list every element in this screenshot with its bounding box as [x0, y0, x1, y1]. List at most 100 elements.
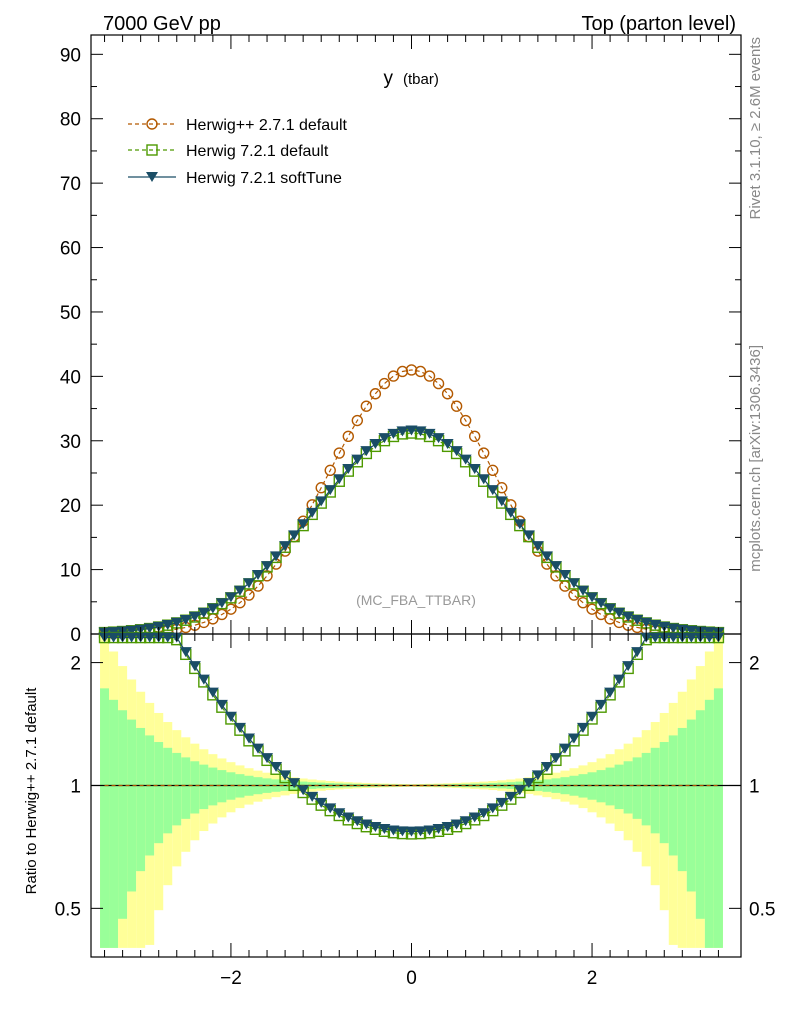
ratio-band-inner [605, 767, 615, 806]
y-tick-label: 90 [60, 45, 81, 66]
ratio-point [558, 743, 571, 754]
side-label-rivet: Rivet 3.1.10, ≥ 2.6M events [747, 37, 764, 220]
ratio-tick-label: 2 [70, 654, 81, 675]
data-point [396, 426, 409, 437]
data-point [558, 570, 571, 581]
ratio-band-inner [686, 719, 696, 892]
data-point [595, 608, 607, 621]
ratio-point [324, 803, 337, 814]
data-point [360, 446, 373, 457]
ratio-band-inner [695, 710, 705, 919]
data-point [243, 589, 255, 601]
legend-label-herwig7-default: Herwig 7.2.1 default [186, 143, 329, 160]
ratio-point [179, 647, 192, 658]
legend-entry-herwigpp: Herwig++ 2.7.1 default [128, 117, 348, 134]
ratio-point [604, 687, 617, 698]
ratio-point [342, 812, 355, 823]
ratio-point [270, 761, 283, 772]
ratio-band-inner [668, 735, 678, 856]
ratio-band-inner [713, 688, 723, 948]
ratio-point [378, 824, 391, 835]
main-plot-area: 0 10 20 30 40 50 60 70 80 90 [60, 34, 742, 646]
ratio-band-inner [109, 699, 119, 948]
ratio-point [125, 632, 138, 643]
x-tick-label: 0 [406, 968, 417, 989]
data-point [441, 388, 454, 400]
data-point [170, 617, 183, 628]
data-point [423, 428, 436, 439]
ratio-point [261, 753, 274, 764]
data-point [414, 426, 427, 437]
ratio-band-inner [163, 747, 173, 834]
ratio-point [577, 722, 590, 733]
data-point [125, 625, 138, 636]
data-point [206, 603, 219, 614]
main-panel: 0 10 20 30 40 50 60 70 80 90 y (tbar) (MC_FBA_TTB… [60, 34, 742, 646]
data-point [658, 621, 671, 632]
ratio-point [405, 826, 418, 837]
x-tick-label: −2 [220, 968, 242, 989]
ratio-point [486, 803, 499, 814]
ratio-band-inner [145, 735, 155, 856]
ratio-point [685, 632, 698, 643]
data-point [351, 454, 364, 465]
data-point [378, 433, 391, 444]
ratio-point [306, 791, 319, 802]
ratio-point [703, 632, 716, 643]
data-point [297, 519, 310, 530]
ratio-band-inner [641, 752, 651, 826]
ratio-point [586, 711, 599, 722]
data-point [622, 611, 635, 622]
ratio-frame [90, 633, 742, 958]
ratio-band-inner [632, 757, 642, 819]
data-point [261, 561, 274, 572]
ratio-point [143, 632, 156, 643]
watermark: (MC_FBA_TTBAR) [356, 592, 476, 608]
data-point [478, 447, 490, 459]
ratio-point [396, 826, 409, 837]
data-point [315, 496, 328, 507]
header-left: 7000 GeV pp [103, 13, 221, 35]
data-point [360, 400, 373, 412]
data-point [152, 621, 165, 632]
data-point [387, 428, 400, 439]
legend-label-herwigpp: Herwig++ 2.7.1 default [186, 117, 348, 134]
ratio-point [360, 819, 373, 830]
chart-title-main: y [384, 68, 394, 89]
data-point [306, 507, 319, 518]
ratio-point [206, 687, 219, 698]
ratio-band-inner [217, 770, 227, 803]
data-point [387, 370, 400, 382]
ratio-point [531, 770, 544, 781]
ratio-point [513, 785, 526, 796]
ratio-band-inner [596, 770, 606, 803]
data-point [333, 447, 345, 459]
legend-label-herwig7-softtune: Herwig 7.2.1 softTune [186, 170, 342, 187]
ratio-band-inner [650, 747, 660, 834]
data-point [649, 620, 662, 631]
data-point [324, 485, 337, 496]
data-point [486, 485, 499, 496]
ratio-point [504, 791, 517, 802]
ratio-tick-label: 0.5 [55, 899, 81, 920]
data-point [468, 464, 481, 475]
data-point [405, 425, 418, 436]
data-point [685, 625, 698, 636]
ratio-plot-area: −2 0 2 0.5 0.5 1 1 2 2 [55, 631, 775, 989]
data-point [640, 617, 653, 628]
ratio-point [224, 711, 237, 722]
data-point [351, 414, 364, 427]
chart-title-sub: (tbar) [403, 71, 439, 88]
data-point [459, 454, 472, 465]
legend: Herwig++ 2.7.1 default Herwig 7.2.1 defa… [128, 117, 348, 187]
ratio-point [197, 674, 210, 685]
legend-entry-herwig7-softtune: Herwig 7.2.1 softTune [128, 170, 342, 187]
ratio-point [161, 632, 174, 643]
data-point [369, 388, 382, 400]
ratio-point [459, 816, 472, 827]
data-point [333, 474, 346, 485]
ratio-point [414, 826, 427, 837]
ratio-y-axis-label: Ratio to Herwig++ 2.7.1 default [23, 687, 40, 895]
ratio-band-inner [659, 742, 669, 844]
ratio-point [613, 674, 626, 685]
